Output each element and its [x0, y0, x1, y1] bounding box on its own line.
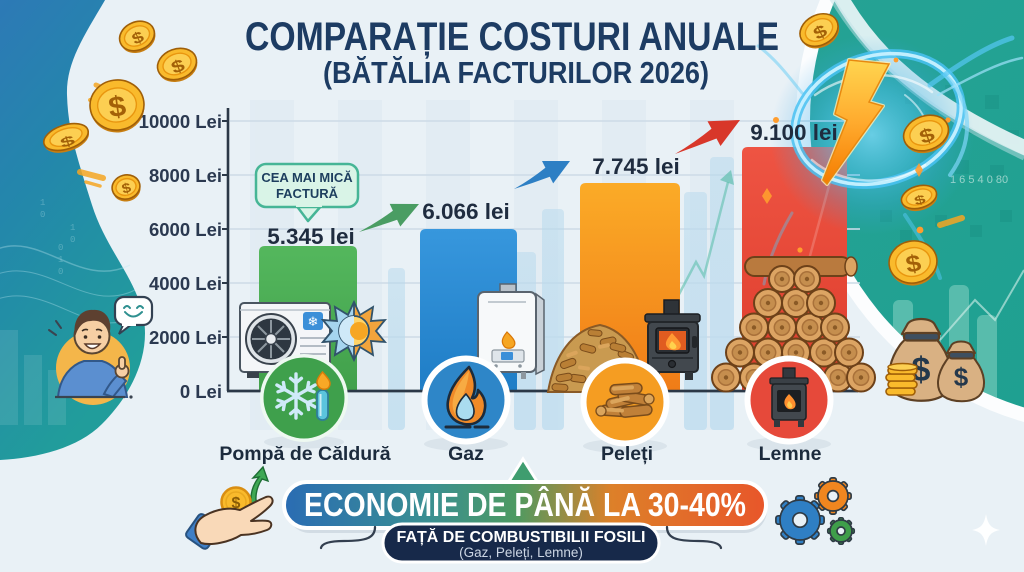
svg-text:1: 1	[40, 198, 45, 208]
svg-text:10000 Lei: 10000 Lei	[139, 111, 222, 132]
svg-text:$: $	[912, 351, 931, 389]
svg-text:4000 Lei: 4000 Lei	[149, 273, 222, 294]
svg-text:9.100 lei: 9.100 lei	[750, 120, 838, 145]
svg-text:$: $	[913, 192, 928, 209]
svg-text:$: $	[232, 495, 241, 512]
svg-text:Lemne: Lemne	[759, 443, 822, 465]
svg-text:$: $	[954, 362, 969, 392]
svg-text:1: 1	[70, 223, 75, 233]
svg-text:COMPARAȚIE COSTURI ANUALE: COMPARAȚIE COSTURI ANUALE	[245, 15, 779, 59]
svg-text:0 Lei: 0 Lei	[180, 381, 222, 402]
svg-text:6000 Lei: 6000 Lei	[149, 219, 222, 240]
svg-text:❄: ❄	[308, 314, 319, 329]
svg-text:(Gaz, Peleți, Lemne): (Gaz, Peleți, Lemne)	[459, 545, 583, 560]
svg-text:FACTURĂ: FACTURĂ	[276, 186, 339, 201]
svg-text:6.066 lei: 6.066 lei	[422, 199, 510, 224]
svg-text:$: $	[107, 90, 129, 124]
svg-text:0: 0	[40, 210, 45, 220]
svg-text:Gaz: Gaz	[448, 443, 484, 465]
svg-text:2000 Lei: 2000 Lei	[149, 327, 222, 348]
svg-text:0: 0	[58, 267, 63, 277]
svg-text:$: $	[58, 132, 77, 151]
svg-text:(BĂTĂLIA FACTURILOR 2026): (BĂTĂLIA FACTURILOR 2026)	[323, 55, 709, 90]
svg-text:CEA MAI MICĂ: CEA MAI MICĂ	[261, 170, 353, 185]
svg-text:0: 0	[58, 243, 63, 253]
svg-text:FAȚĂ DE COMBUSTIBILII FOSILI: FAȚĂ DE COMBUSTIBILII FOSILI	[397, 527, 646, 546]
svg-text:0: 0	[70, 235, 75, 245]
svg-text:ECONOMIE DE PÂNĂ LA 30-40%: ECONOMIE DE PÂNĂ LA 30-40%	[304, 486, 746, 523]
svg-text:8000 Lei: 8000 Lei	[149, 165, 222, 186]
svg-text:Pompă de Căldură: Pompă de Căldură	[219, 443, 390, 465]
svg-text:1: 1	[58, 255, 63, 265]
svg-text:$: $	[904, 250, 923, 278]
svg-text:7.745 lei: 7.745 lei	[592, 154, 680, 179]
svg-text:Peleți: Peleți	[601, 443, 653, 465]
svg-text:5.345 lei: 5.345 lei	[267, 224, 355, 249]
